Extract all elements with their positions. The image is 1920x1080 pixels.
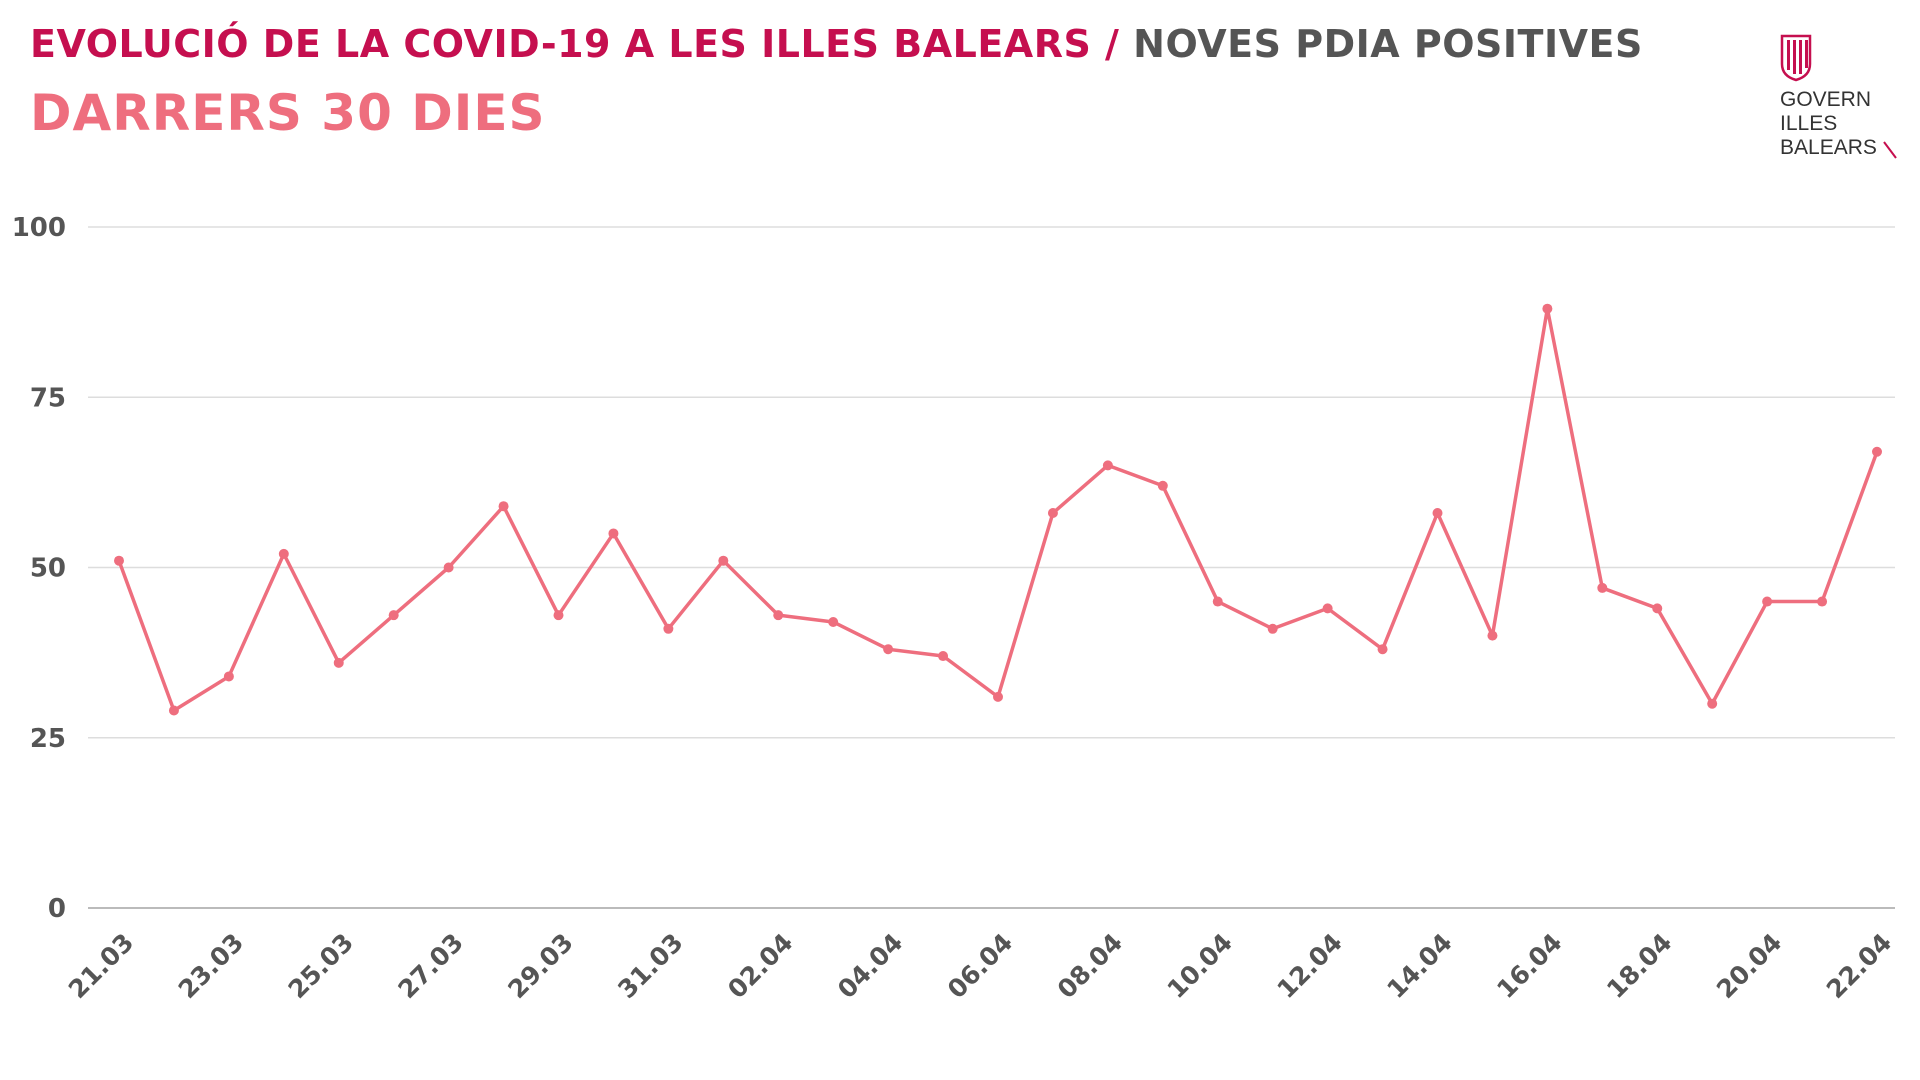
x-tick-label: 25.03 (283, 928, 359, 1004)
data-point-15.04 (1487, 630, 1498, 641)
x-tick-label: 04.04 (832, 928, 908, 1004)
y-tick-label: 0 (48, 894, 66, 924)
x-tick-label: 23.03 (173, 928, 249, 1004)
y-tick-label: 100 (12, 213, 66, 243)
logo-slash-icon (1883, 141, 1897, 159)
x-tick-label: 10.04 (1162, 928, 1238, 1004)
data-point-27.03 (443, 562, 454, 573)
data-points (114, 303, 1882, 716)
y-tick-label: 75 (30, 383, 66, 413)
data-point-20.04 (1762, 596, 1773, 607)
data-point-28.03 (498, 501, 509, 512)
data-point-14.04 (1432, 508, 1443, 519)
y-axis-ticks: 0 25 50 75 100 (12, 213, 66, 924)
data-point-04.04 (883, 644, 894, 655)
x-tick-label: 27.03 (392, 928, 468, 1004)
data-point-31.03 (663, 623, 674, 634)
title-separator: / (1091, 22, 1134, 66)
data-point-25.03 (333, 657, 344, 668)
x-tick-label: 16.04 (1491, 928, 1567, 1004)
data-point-24.03 (278, 548, 289, 559)
data-point-30.03 (608, 528, 619, 539)
data-point-08.04 (1102, 460, 1113, 471)
data-point-21.03 (114, 555, 124, 566)
y-tick-label: 25 (30, 724, 66, 754)
logo-text-illes: ILLES (1780, 112, 1838, 135)
x-axis-ticks: 21.03 23.03 25.03 27.03 29.03 31.03 02.04 04.04… (63, 928, 1897, 1004)
logo-text-balears: BALEARS (1780, 136, 1877, 159)
chart-title: EVOLUCIÓ DE LA COVID-19 A LES ILLES BALE… (30, 22, 1643, 66)
x-tick-label: 02.04 (722, 928, 798, 1004)
data-point-19.04 (1707, 698, 1718, 709)
grid-lines (88, 226, 1895, 909)
x-tick-label: 31.03 (612, 928, 688, 1004)
x-tick-label: 22.04 (1821, 928, 1897, 1004)
data-point-02.04 (773, 610, 784, 621)
data-point-09.04 (1157, 480, 1168, 491)
title-main: EVOLUCIÓ DE LA COVID-19 A LES ILLES BALE… (30, 22, 1092, 66)
x-tick-label: 12.04 (1271, 928, 1347, 1004)
x-tick-label: 21.03 (63, 928, 139, 1004)
y-tick-label: 50 (30, 554, 66, 584)
x-tick-label: 08.04 (1052, 928, 1128, 1004)
title-sub: NOVES PDIA POSITIVES (1133, 22, 1643, 66)
data-point-07.04 (1047, 508, 1058, 519)
data-point-22.03 (168, 705, 179, 716)
data-point-18.04 (1652, 603, 1663, 614)
chart-subtitle: DARRERS 30 DIES (30, 84, 546, 142)
data-point-17.04 (1597, 582, 1608, 593)
logo-text-govern: GOVERN (1780, 88, 1872, 111)
data-point-22.04 (1872, 446, 1882, 457)
data-point-11.04 (1267, 623, 1278, 634)
data-point-05.04 (938, 651, 949, 662)
x-tick-label: 14.04 (1381, 928, 1457, 1004)
x-tick-label: 06.04 (942, 928, 1018, 1004)
data-point-16.04 (1542, 303, 1553, 314)
data-point-10.04 (1212, 596, 1223, 607)
data-point-03.04 (828, 616, 839, 627)
data-point-23.03 (223, 671, 234, 682)
data-point-12.04 (1322, 603, 1333, 614)
x-tick-label: 29.03 (502, 928, 578, 1004)
data-point-26.03 (388, 610, 399, 621)
data-point-01.04 (718, 555, 729, 566)
data-point-06.04 (993, 691, 1003, 702)
govern-logo: GOVERN ILLES BALEARS (1778, 34, 1898, 164)
x-tick-label: 20.04 (1711, 928, 1787, 1004)
govern-emblem-icon (1780, 34, 1812, 82)
series-line (117, 306, 1879, 713)
data-point-29.03 (553, 610, 564, 621)
data-point-21.04 (1817, 596, 1828, 607)
data-point-13.04 (1377, 644, 1388, 655)
x-tick-label: 18.04 (1601, 928, 1677, 1004)
